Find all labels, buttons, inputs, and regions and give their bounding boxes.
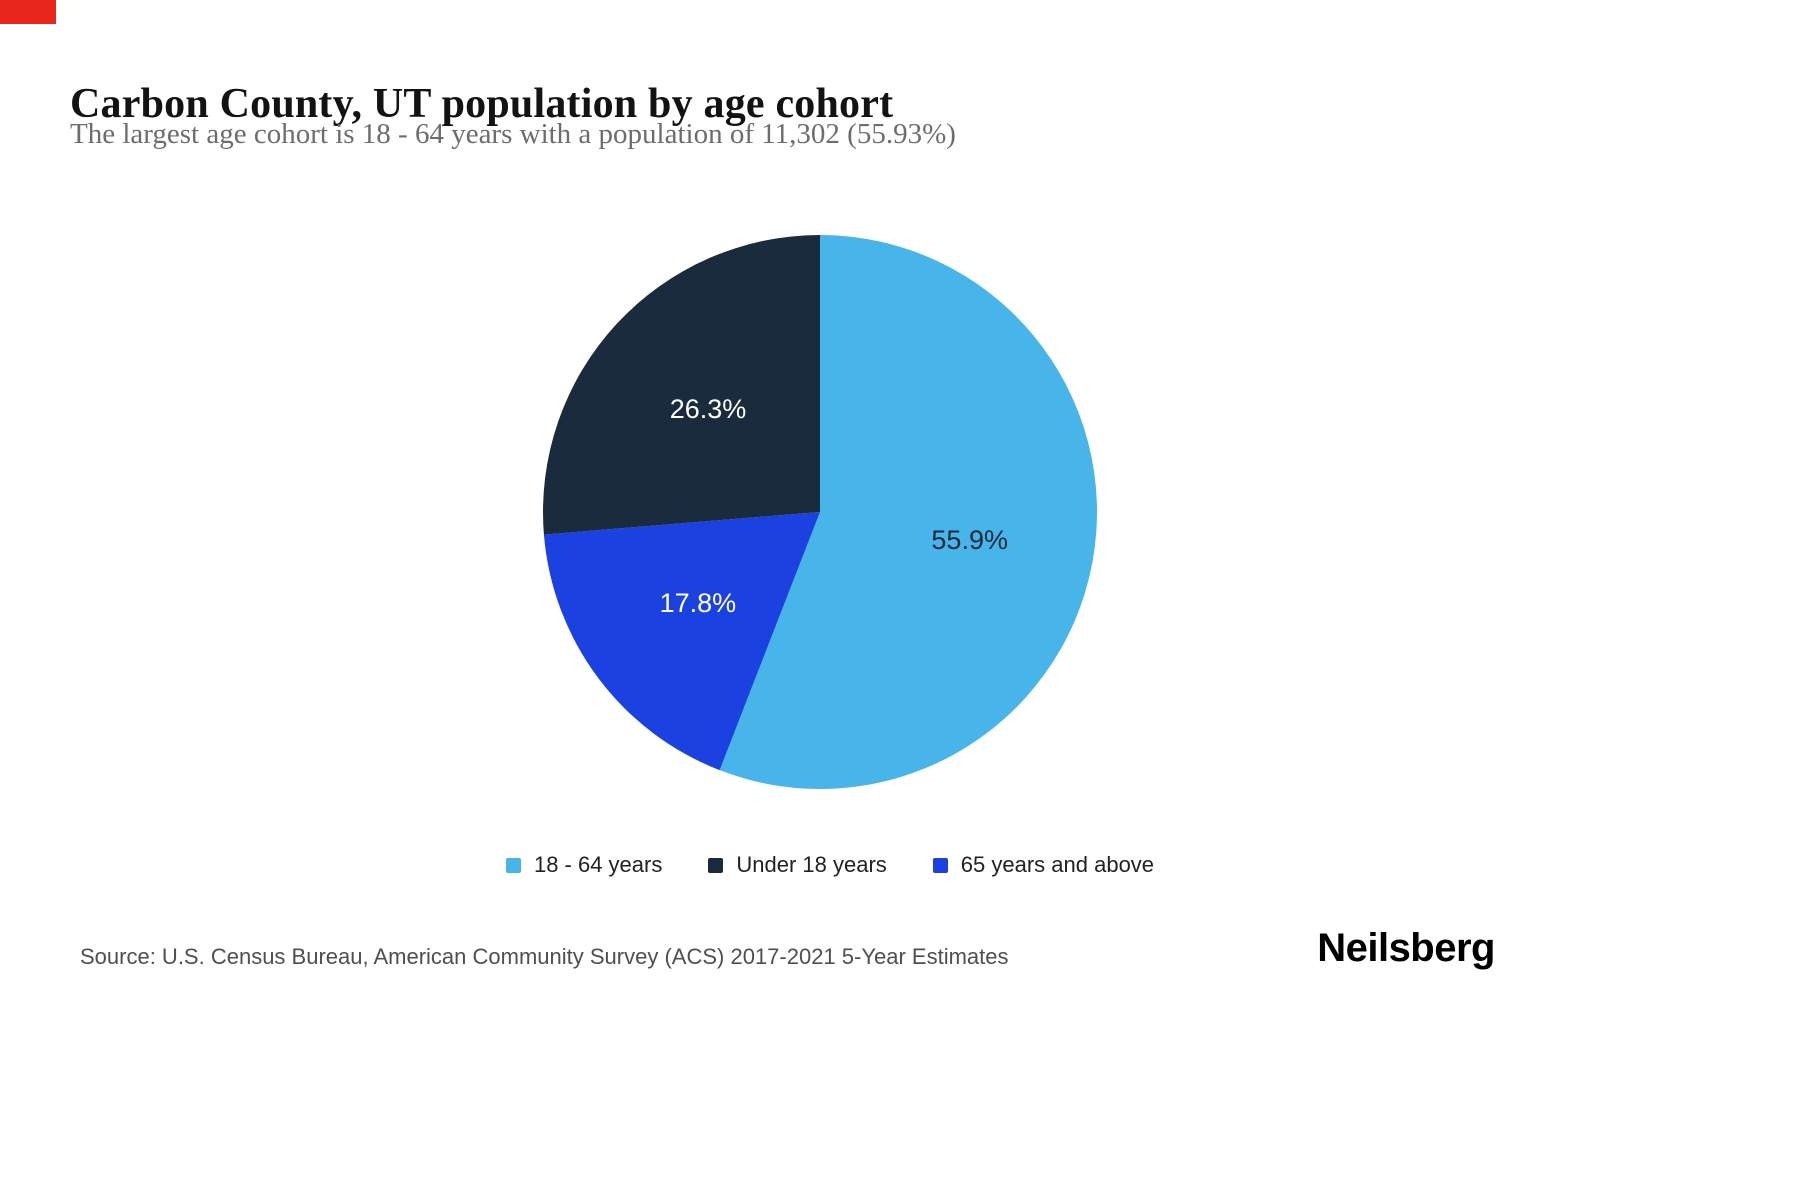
legend-swatch-18-64-years (505, 857, 521, 873)
pie-slice-18-64-years[interactable] (719, 235, 1098, 789)
legend-item-18-64-years[interactable]: 18 - 64 years (505, 852, 663, 878)
legend-swatch-65-years-and-above (932, 857, 948, 873)
pie-slice-65-years-and-above[interactable] (543, 512, 820, 771)
pie-slice-label-under-18-years: 26.3% (670, 394, 747, 424)
page-title: Carbon County, UT population by age coho… (70, 81, 894, 128)
pie-slice-under-18-years[interactable] (542, 235, 820, 535)
legend-label-under-18-years: Under 18 years (736, 852, 887, 877)
page-subtitle: The largest age cohort is 18 - 64 years … (70, 118, 956, 150)
source-note: Source: U.S. Census Bureau, American Com… (80, 944, 1009, 969)
legend-item-65-years-and-above[interactable]: 65 years and above (932, 852, 1155, 878)
legend-label-65-years-and-above: 65 years and above (960, 852, 1155, 877)
chart-legend: 18 - 64 years Under 18 years 65 years and … (0, 852, 1660, 878)
pie-chart: 55.9% 17.8% 26.3% (542, 235, 1098, 789)
legend-swatch-under-18-years (708, 857, 724, 873)
brand-logo: Neilsberg (1317, 926, 1495, 970)
legend-item-under-18-years[interactable]: Under 18 years (708, 852, 887, 878)
legend-label-18-64-years: 18 - 64 years (533, 852, 663, 877)
corner-accent (0, 0, 56, 24)
pie-slice-label-65-years-and-above: 17.8% (660, 588, 737, 618)
pie-slice-label-18-64-years: 55.9% (931, 525, 1008, 555)
